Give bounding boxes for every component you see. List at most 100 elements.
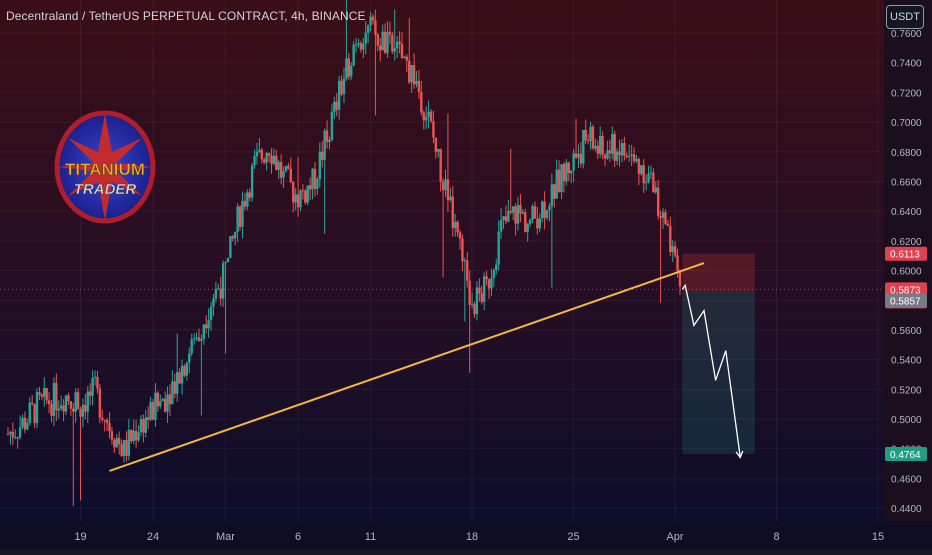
stop-price-label-bg [885,246,927,261]
candle-body [59,405,63,409]
candle-body [219,288,222,299]
candle-body [504,216,508,222]
candle-body [43,388,46,397]
stop-loss-zone [682,253,755,292]
candle-body [366,25,370,33]
candle-body [323,130,326,160]
candle-body [560,164,563,193]
candle-body [562,164,566,182]
candle-body [62,405,65,412]
candle-body [676,255,679,271]
chart-title: Decentraland / TetherUS PERPETUAL CONTRA… [6,9,366,23]
candle-body [282,171,285,178]
candle-body [139,419,143,433]
candle-body [313,168,317,189]
candle-body [105,420,109,424]
candle-body [666,223,670,226]
time-tick-label: 24 [147,531,159,543]
candle-body [195,337,198,339]
candle-body [410,65,413,83]
candle-body [521,212,525,214]
candle-body [67,395,70,402]
candle-body [596,145,599,154]
candle-body [461,238,464,262]
candle-body [325,130,329,142]
candle-body [159,401,162,407]
candle-body [110,431,114,440]
price-tick-label: 0.5000 [891,415,922,426]
candle-body [526,223,529,232]
candle-body [649,172,653,174]
candle-body [267,153,271,156]
candle-body [354,44,358,46]
candle-body [350,65,353,77]
candle-body [468,280,471,305]
candle-body [79,408,82,417]
candle-body [357,43,360,45]
candle-body [599,135,602,154]
candle-body [190,339,193,354]
candle-body [52,382,56,416]
candle-body [86,391,89,412]
candle-body [369,16,372,26]
price-tick-label: 0.7400 [891,59,922,70]
candle-body [591,126,595,149]
candle-body [258,149,261,152]
candle-body [248,192,251,198]
candle-body [289,168,293,183]
candle-body [415,81,418,85]
candle-body [611,134,614,154]
candle-body [337,80,341,110]
candle-body [475,287,479,315]
candle-body [557,169,561,193]
logo-line2: TRADER [74,181,137,198]
candle-body [594,145,597,149]
candle-body [342,78,346,95]
candle-body [168,394,172,405]
candle-body [647,173,650,183]
candle-body [217,288,220,290]
time-tick-label: 18 [466,531,478,543]
candle-body [664,212,667,224]
candle-body [427,111,430,117]
candle-body [437,149,440,152]
candle-body [497,231,500,265]
candle-body [238,206,242,227]
candle-body [108,423,111,432]
target-price-label-bg [885,446,927,461]
candle-body [652,172,655,193]
price-tick-label: 0.5400 [891,356,922,367]
candle-body [403,56,406,59]
candle-body [296,194,300,208]
candle-body [272,155,276,164]
candle-body [362,43,365,50]
candle-body [441,181,445,191]
candle-body [458,232,462,239]
candle-body [45,388,48,401]
candle-body [122,440,126,457]
candle-body [536,218,539,229]
currency-button[interactable]: USDT [886,5,924,29]
candle-body [579,153,583,164]
candle-body [654,187,657,193]
candle-body [543,201,546,218]
candle-body [618,151,621,156]
time-tick-label: 6 [295,531,301,543]
candle-body [567,162,570,174]
candle-body [371,16,375,21]
candle-body [574,153,578,158]
candle-body [33,404,36,424]
candle-body [81,404,85,417]
candle-body [391,34,394,52]
candle-body [226,257,230,263]
candle-body [582,129,585,164]
candle-body [180,365,184,384]
candle-body [335,101,338,110]
candle-body [603,154,607,159]
candle-body [301,190,305,192]
candle-body [246,192,249,207]
candle-body [623,142,626,157]
candle-body [644,182,648,184]
candle-body [224,262,227,264]
